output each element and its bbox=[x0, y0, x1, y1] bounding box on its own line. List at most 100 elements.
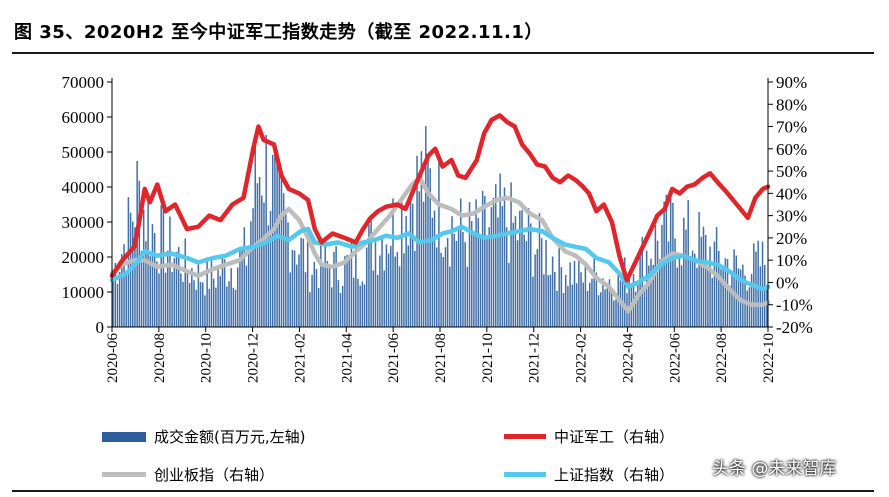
right-tick-label: 20% bbox=[776, 229, 807, 248]
volume-bar bbox=[571, 284, 574, 327]
volume-bar bbox=[523, 234, 525, 327]
legend-label-shanghai: 上证指数（右轴） bbox=[554, 466, 675, 484]
volume-bar bbox=[466, 266, 469, 327]
volume-bar bbox=[578, 256, 580, 327]
volume-bar bbox=[540, 238, 543, 327]
x-tick-label: 2021-12 bbox=[527, 333, 543, 383]
volume-bar bbox=[516, 240, 519, 327]
volume-bar bbox=[350, 241, 353, 327]
volume-bar bbox=[396, 252, 399, 327]
volume-bar bbox=[586, 291, 589, 327]
right-tick-label: 0% bbox=[776, 273, 799, 292]
volume-bar bbox=[584, 262, 587, 327]
volume-bar bbox=[370, 220, 372, 327]
volume-bar bbox=[245, 265, 248, 327]
right-tick-label: 80% bbox=[776, 95, 807, 114]
volume-bar bbox=[241, 249, 243, 327]
volume-bar bbox=[114, 263, 117, 327]
volume-bar bbox=[433, 210, 436, 327]
volume-bar bbox=[175, 251, 178, 327]
volume-bar bbox=[331, 287, 333, 327]
volume-bar bbox=[123, 244, 125, 327]
volume-bar bbox=[258, 176, 261, 327]
volume-bar bbox=[530, 223, 532, 327]
volume-bar bbox=[560, 267, 563, 327]
volume-bar bbox=[519, 210, 521, 327]
volume-bar bbox=[676, 267, 678, 327]
volume-bar bbox=[366, 247, 368, 327]
volume-bar bbox=[477, 217, 480, 327]
volume-bar bbox=[134, 227, 136, 327]
volume-bar bbox=[538, 213, 541, 327]
volume-bar bbox=[206, 257, 208, 327]
volume-bar bbox=[722, 270, 724, 327]
volume-bar bbox=[177, 246, 180, 327]
volume-bar bbox=[696, 267, 698, 327]
volume-bar bbox=[486, 235, 488, 327]
volume-bar bbox=[385, 244, 388, 327]
volume-bar bbox=[379, 255, 381, 327]
legend-chinext: 创业板指（右轴） bbox=[102, 464, 274, 485]
volume-bar bbox=[320, 236, 322, 327]
volume-bar bbox=[411, 203, 414, 327]
volume-bar bbox=[352, 277, 355, 327]
left-tick-label: 50000 bbox=[62, 143, 105, 162]
volume-bar bbox=[709, 246, 711, 327]
volume-bar bbox=[317, 287, 320, 327]
volume-bar bbox=[479, 236, 482, 327]
volume-bar bbox=[306, 233, 309, 327]
volume-bar bbox=[184, 238, 186, 327]
volume-bar bbox=[567, 286, 569, 327]
axes: 0 10000 20000 30000 40000 50000 60000 70000 -20%… bbox=[62, 73, 813, 383]
volume-bar bbox=[746, 290, 748, 327]
volume-bar bbox=[595, 272, 598, 327]
volume-bar bbox=[726, 259, 729, 327]
volume-bar bbox=[296, 264, 298, 327]
volume-bar bbox=[158, 273, 160, 327]
volume-bar bbox=[239, 249, 241, 327]
volume-bar bbox=[400, 200, 403, 327]
volume-bar bbox=[435, 247, 438, 327]
right-tick-label: -10% bbox=[776, 296, 813, 315]
volume-bar bbox=[232, 287, 235, 327]
volume-bar bbox=[298, 254, 300, 327]
volume-bar bbox=[337, 280, 340, 327]
volume-bar bbox=[497, 217, 499, 327]
volume-bar bbox=[403, 253, 405, 327]
volume-bar bbox=[549, 274, 552, 327]
volume-bar bbox=[322, 266, 324, 327]
volume-bar bbox=[164, 272, 167, 327]
volume-bar bbox=[444, 247, 447, 327]
volume-bar bbox=[359, 285, 361, 327]
volume-bar bbox=[202, 282, 204, 327]
volume-bar bbox=[582, 282, 584, 327]
title-rule bbox=[12, 52, 874, 54]
volume-bar bbox=[748, 287, 751, 327]
volume-bar bbox=[554, 271, 556, 327]
volume-bar bbox=[451, 216, 453, 327]
right-tick-label: 70% bbox=[776, 118, 807, 137]
shanghai-index-line bbox=[109, 224, 771, 292]
volume-bar bbox=[597, 295, 600, 327]
volume-bar bbox=[293, 250, 296, 327]
volume-bar bbox=[226, 286, 228, 327]
volume-bar bbox=[256, 183, 259, 327]
volume-bar bbox=[694, 253, 696, 327]
volume-bar bbox=[599, 292, 602, 327]
volume-bar bbox=[372, 270, 375, 327]
right-tick-label: 90% bbox=[776, 73, 807, 92]
volume-bar bbox=[208, 288, 211, 327]
volume-bar bbox=[425, 126, 427, 327]
legend-swatch-military bbox=[504, 434, 546, 439]
volume-bar bbox=[656, 240, 659, 327]
volume-bar bbox=[147, 202, 149, 327]
right-tick-label: 10% bbox=[776, 251, 807, 270]
volume-bar bbox=[499, 173, 501, 327]
volume-bar bbox=[333, 251, 335, 327]
volume-bar bbox=[265, 135, 267, 327]
volume-bar bbox=[274, 152, 276, 327]
volume-bar bbox=[680, 265, 683, 327]
volume-bar bbox=[678, 257, 681, 327]
volume-bar bbox=[610, 287, 613, 327]
volume-bar bbox=[759, 266, 762, 327]
